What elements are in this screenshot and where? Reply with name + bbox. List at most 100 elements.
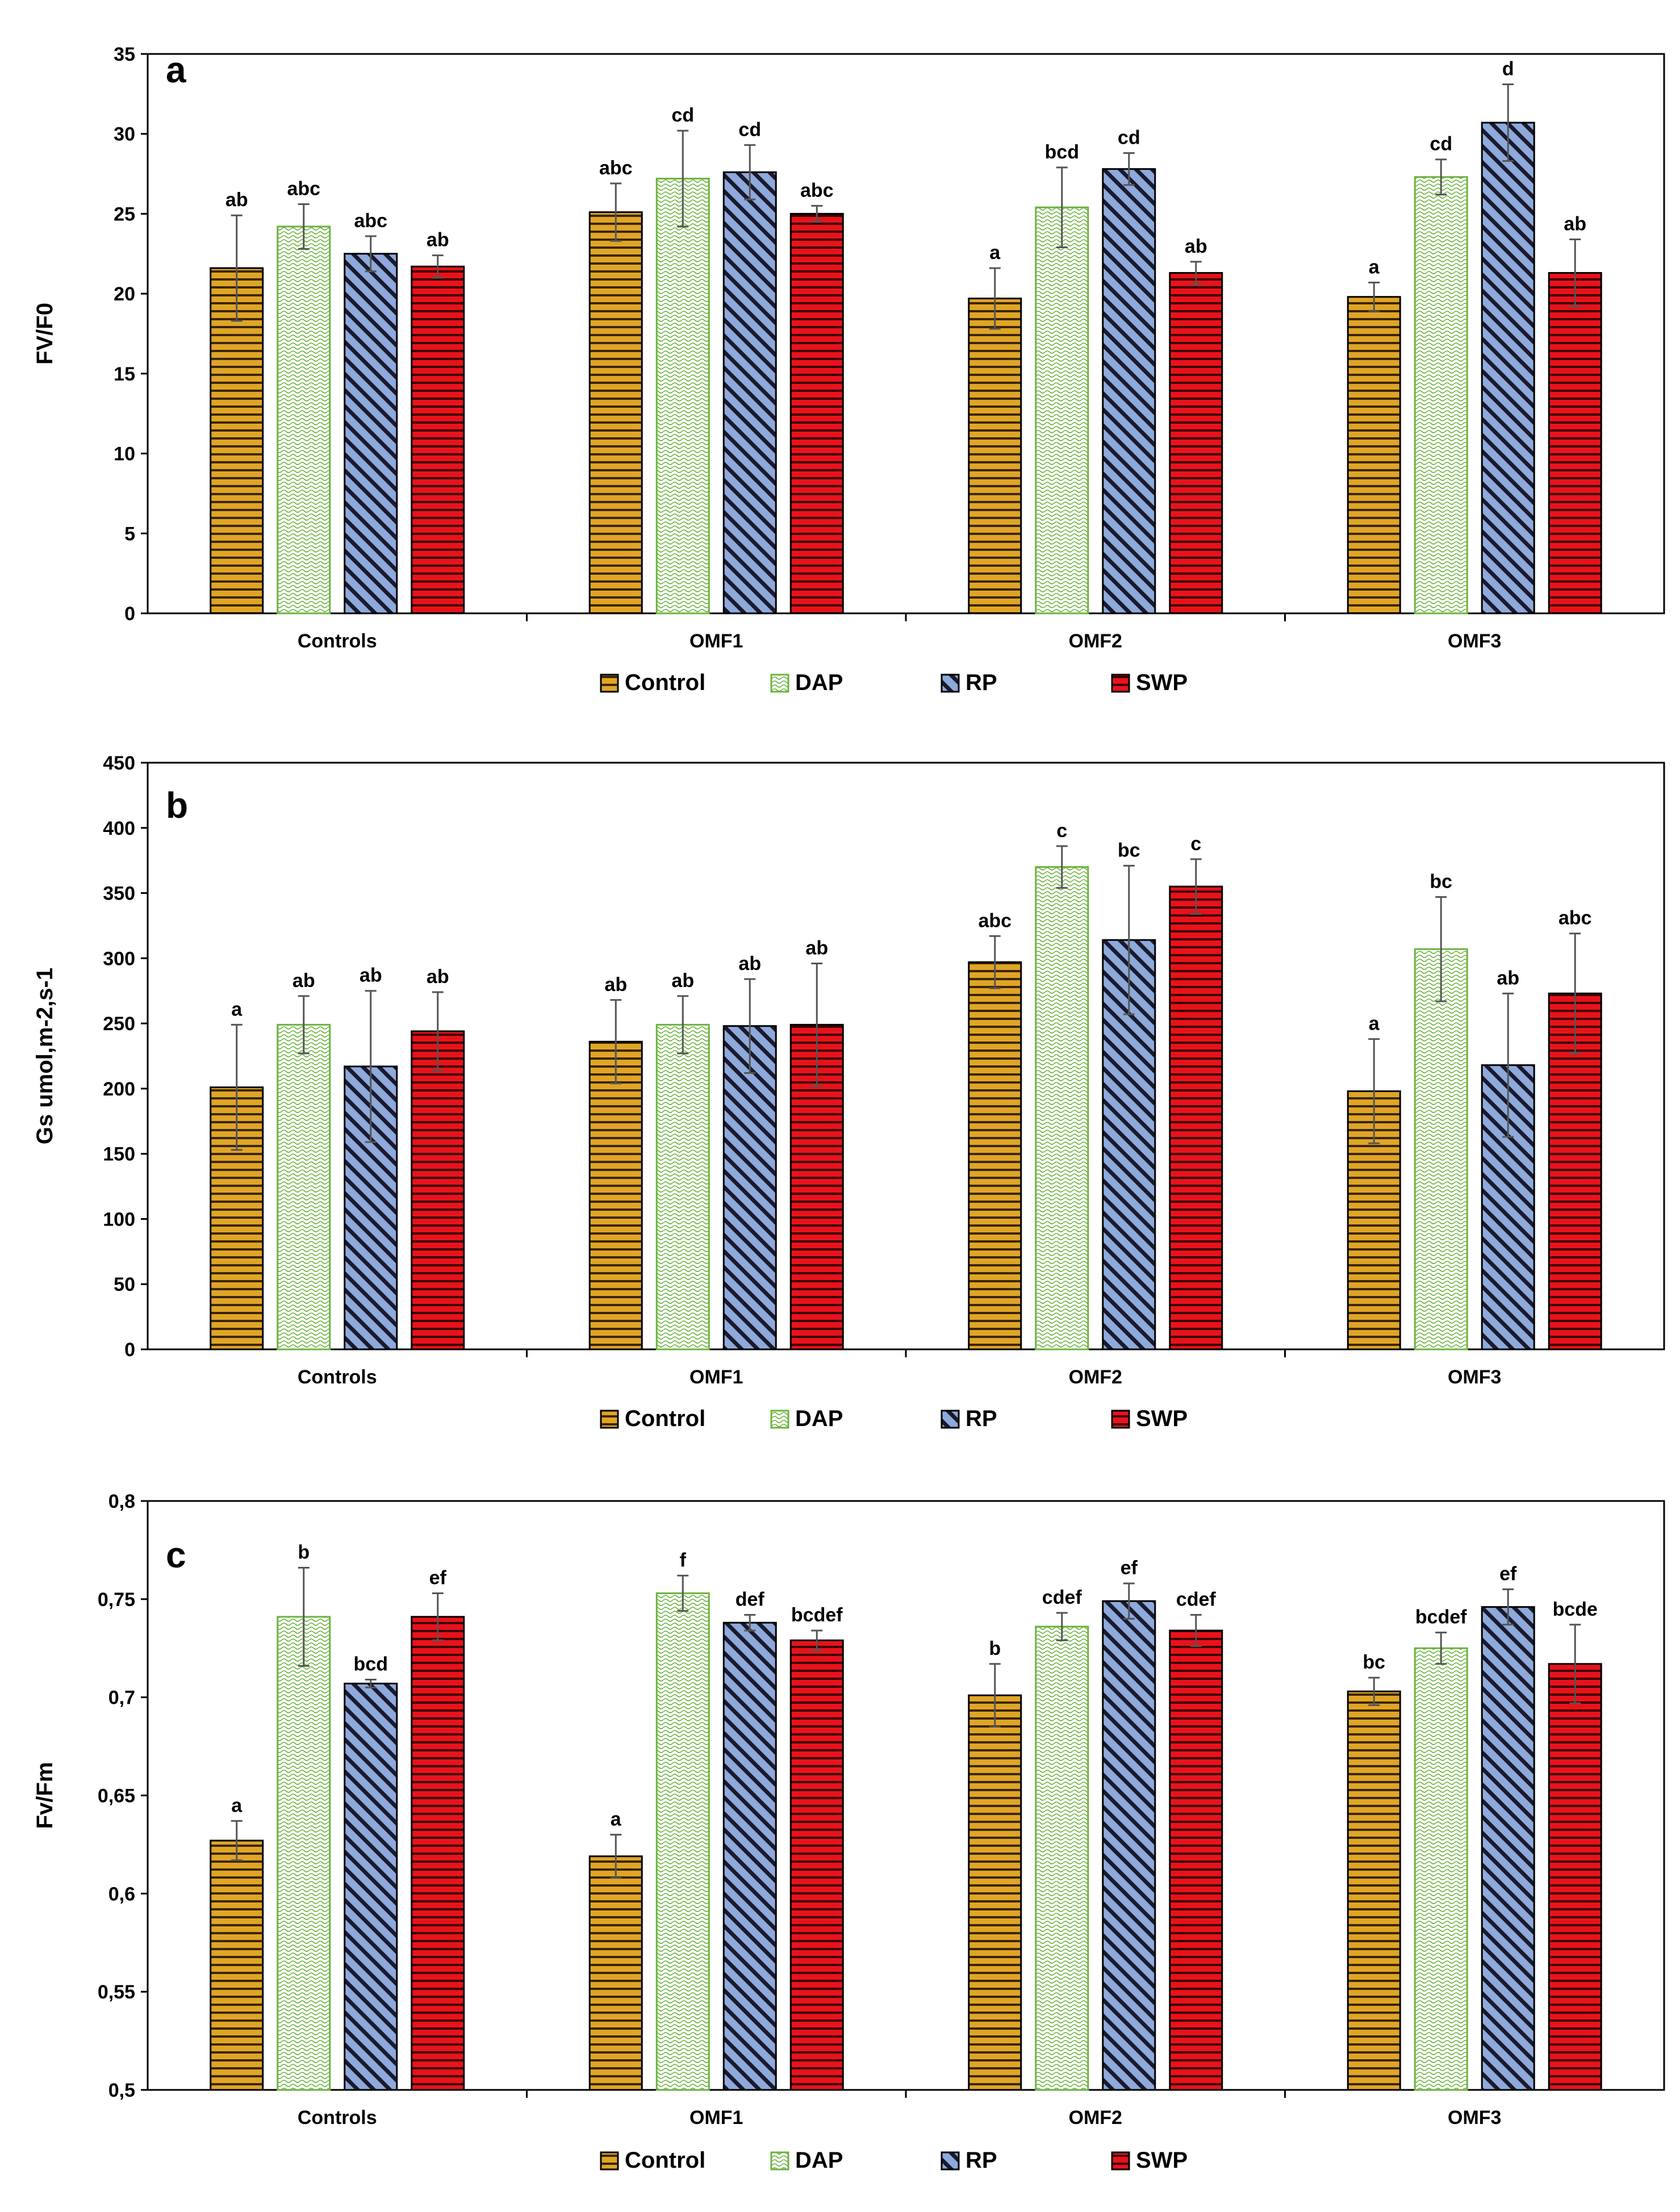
bar-dap-omf2 [1035,206,1089,614]
category-label-omf3: OMF3 [1448,2107,1501,2129]
bar-control-omf1 [588,1040,643,1350]
y-tick-label: 200 [103,1078,135,1100]
significance-letter: cd [1118,127,1140,148]
significance-letter: ef [1121,1557,1138,1579]
category-label-omf2: OMF2 [1069,2107,1122,2129]
bar-dap-omf1 [655,178,710,614]
significance-letter: abc [1558,908,1592,929]
bar-swp-omf2 [1169,1629,1223,2091]
bar-swp-omf3 [1548,272,1602,614]
category-label-controls: Controls [298,2107,377,2129]
y-tick-label: 0,7 [108,1687,135,1709]
bar-swp-controls [411,1030,465,1350]
bar-control-omf3 [1347,1690,1401,2091]
y-tick-label: 35 [114,44,135,65]
significance-letter: cd [1430,133,1452,155]
bar-dap-omf2 [1035,1625,1089,2091]
y-tick-label: 15 [114,363,135,385]
panel-label: a [166,49,186,90]
significance-letter: ab [292,970,315,992]
bar-rp-controls [344,253,398,614]
significance-letter: bcdef [1415,1607,1467,1628]
bar-control-controls [210,267,264,614]
significance-letter: abc [354,210,387,232]
bar-rp-omf2 [1102,1600,1156,2091]
legend-label-swp: SWP [1136,2148,1188,2173]
significance-letter: bc [1118,839,1140,861]
significance-letter: cdef [1176,1588,1217,1610]
legend-swatch-dap [770,2151,789,2171]
panel-b: 0 50 100 150 200 250 300 350 400 450 Gs umol,m-2,s… [32,752,1665,1431]
bar-rp-omf3 [1481,1606,1535,2091]
y-tick-label: 350 [103,883,135,905]
legend-swatch-rp [941,674,960,693]
bar-dap-controls [277,225,331,614]
bar-dap-controls [277,1023,331,1350]
significance-letter: ab [671,970,694,992]
bar-control-omf1 [588,211,643,614]
bar-rp-omf1 [722,1025,777,1350]
legend-swatch-rp [941,1410,960,1429]
bar-control-omf1 [588,1855,643,2091]
bar-dap-omf3 [1414,948,1468,1350]
bar-swp-omf2 [1169,885,1223,1350]
legend-swatch-swp [1111,2151,1130,2171]
bar-dap-omf2 [1035,866,1089,1350]
significance-letter: ab [1497,967,1519,989]
legend-label-swp: SWP [1136,1406,1188,1431]
bar-rp-omf2 [1102,168,1156,614]
y-axis-label: Gs umol,m-2,s-1 [32,968,57,1144]
category-label-omf1: OMF1 [689,2107,743,2129]
y-tick-label: 0,5 [108,2080,135,2101]
bar-swp-omf1 [789,1023,844,1350]
significance-letter: bc [1363,1651,1385,1673]
y-tick-label: 30 [114,124,135,145]
legend-label-control: Control [625,670,705,695]
significance-letter: a [989,242,1001,264]
significance-letter: cd [738,119,761,140]
y-tick-label: 10 [114,444,135,465]
significance-letter: ab [604,974,627,996]
y-tick-label: 0 [124,603,135,625]
legend-swatch-swp [1111,1410,1130,1429]
y-tick-label: 5 [124,523,135,545]
significance-letter: ab [427,229,449,251]
panel-a: 0 5 10 15 20 25 30 35 FV/F0 a Controls ab abc abc ab OM… [32,44,1665,695]
y-tick-label: 150 [103,1144,135,1165]
legend-label-dap: DAP [795,1406,843,1431]
legend-swatch-swp [1111,674,1130,693]
significance-letter: ef [1499,1563,1517,1585]
significance-letter: cdef [1042,1587,1083,1608]
y-tick-label: 0 [124,1339,135,1361]
y-tick-label: 400 [103,818,135,839]
significance-letter: a [231,998,243,1020]
bar-dap-controls [277,1616,331,2091]
y-tick-label: 100 [103,1209,135,1230]
category-label-omf1: OMF1 [689,630,743,652]
legend-label-swp: SWP [1136,670,1188,695]
legend-label-rp: RP [966,1406,997,1431]
significance-letter: c [1056,820,1067,842]
significance-letter: abc [599,157,633,179]
significance-letter: a [1369,256,1380,278]
bar-dap-omf1 [655,1023,710,1350]
y-tick-label: 0,75 [98,1589,135,1611]
significance-letter: a [231,1795,243,1816]
category-label-controls: Controls [298,1366,377,1388]
legend-label-rp: RP [966,2148,997,2173]
significance-letter: bc [1430,871,1452,892]
legend-swatch-rp [941,2151,960,2171]
legend-swatch-dap [770,1410,789,1429]
y-axis-label: Fv/Fm [32,1762,57,1829]
significance-letter: def [735,1588,765,1610]
y-tick-label: 0,6 [108,1883,135,1905]
bar-swp-omf3 [1548,1663,1602,2091]
y-tick-label: 25 [114,203,135,225]
bar-rp-omf3 [1481,122,1535,614]
legend-label-rp: RP [966,670,997,695]
significance-letter: bcde [1553,1599,1598,1620]
significance-letter: bcd [354,1654,388,1675]
significance-letter: abc [800,179,834,201]
significance-letter: b [989,1638,1001,1659]
